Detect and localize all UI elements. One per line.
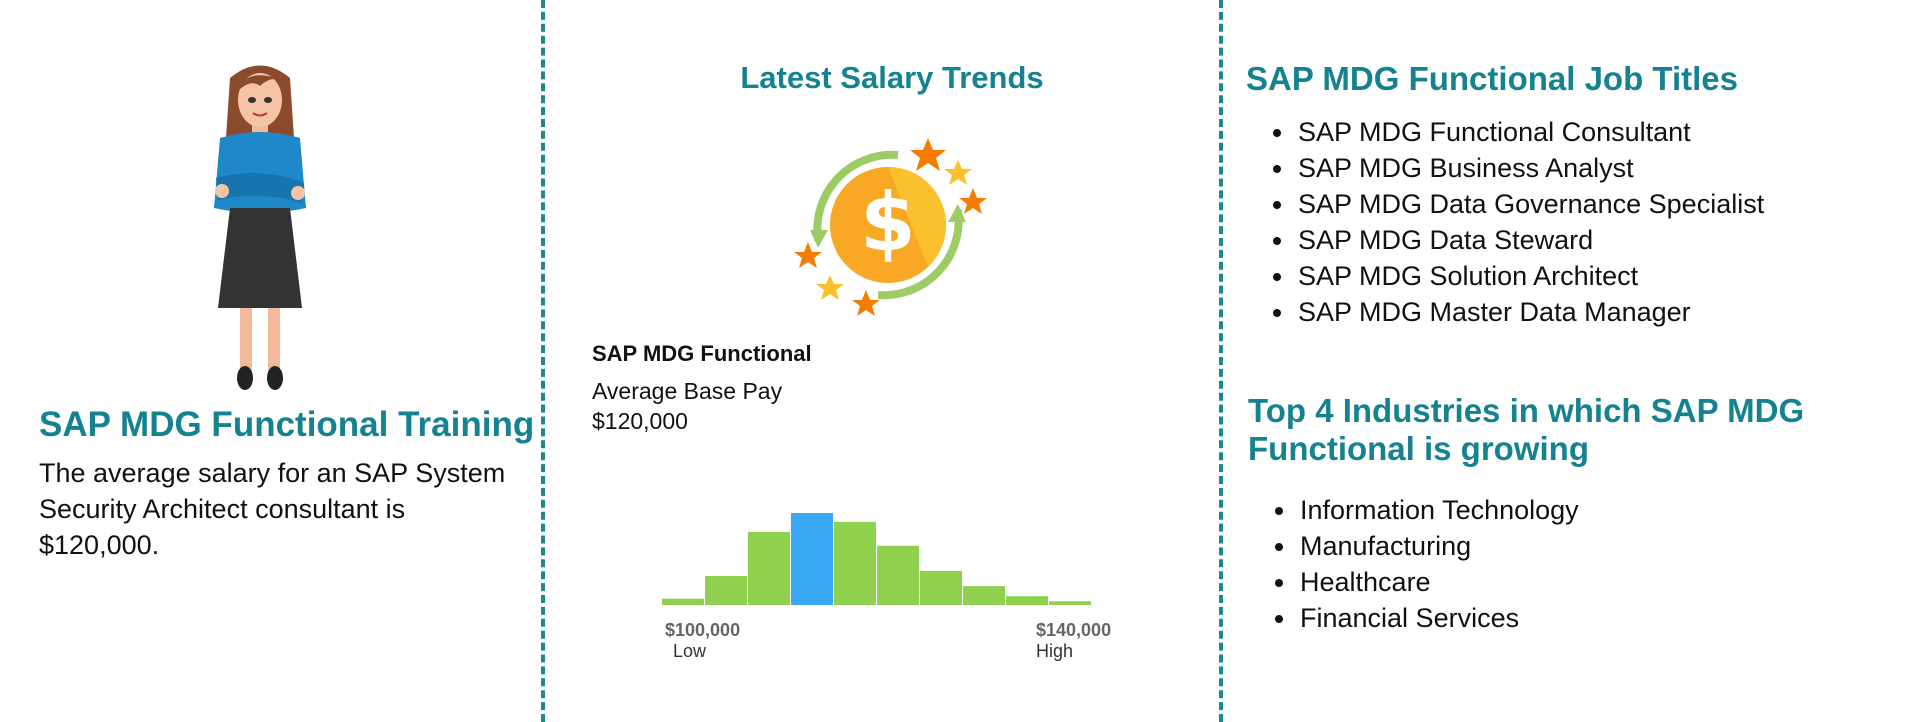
list-item: SAP MDG Functional Consultant xyxy=(1296,114,1764,150)
salary-histogram xyxy=(662,513,1091,605)
salary-title: Latest Salary Trends xyxy=(740,60,1044,95)
list-item: Financial Services xyxy=(1298,600,1579,636)
high-salary-value: $140,000 xyxy=(1036,620,1112,640)
woman-illustration xyxy=(214,65,306,390)
list-item: SAP MDG Data Governance Specialist xyxy=(1296,186,1764,222)
histogram-bar xyxy=(662,598,704,605)
job-titles-heading: SAP MDG Functional Job Titles xyxy=(1246,60,1739,97)
industries-list: Information Technology Manufacturing Hea… xyxy=(1248,492,1579,636)
industries-heading: Top 4 Industries in which SAP MDG Functi… xyxy=(1248,392,1805,467)
histogram-bar xyxy=(748,531,790,605)
list-item: Manufacturing xyxy=(1298,528,1579,564)
list-item: SAP MDG Data Steward xyxy=(1296,222,1764,258)
average-base-pay: Average Base Pay $120,000 xyxy=(592,378,783,434)
training-column: SAP MDG Functional Training The average … xyxy=(0,0,548,722)
list-item: SAP MDG Master Data Manager xyxy=(1296,294,1764,330)
high-salary-label: High xyxy=(1036,641,1074,661)
list-item: Information Technology xyxy=(1298,492,1579,528)
list-item: Healthcare xyxy=(1298,564,1579,600)
histogram-bar xyxy=(963,586,1005,605)
histogram-bar xyxy=(1049,601,1091,605)
dollar-coin-icon: $ xyxy=(794,138,987,316)
histogram-bar xyxy=(877,545,919,605)
histogram-bar xyxy=(920,570,962,605)
divider-left xyxy=(541,0,545,722)
job-label: SAP MDG Functional xyxy=(592,341,812,366)
list-item: SAP MDG Business Analyst xyxy=(1296,150,1764,186)
training-title: SAP MDG Functional Training xyxy=(39,405,535,444)
histogram-bar xyxy=(1006,596,1048,605)
training-description: The average salary for an SAP System Sec… xyxy=(39,458,506,560)
svg-text:$: $ xyxy=(860,176,916,269)
low-salary-value: $100,000 xyxy=(665,620,741,640)
histogram-bar xyxy=(834,521,876,605)
histogram-bar xyxy=(705,576,747,605)
info-column: SAP MDG Functional Job Titles SAP MDG Fu… xyxy=(1242,0,1929,722)
salary-column: Latest Salary Trends $ SAP MDG Functiona… xyxy=(552,0,1232,722)
list-item: SAP MDG Solution Architect xyxy=(1296,258,1764,294)
divider-right xyxy=(1219,0,1223,722)
job-titles-list: SAP MDG Functional Consultant SAP MDG Bu… xyxy=(1246,114,1764,330)
low-salary-label: Low xyxy=(673,641,707,661)
histogram-bar-highlight xyxy=(791,513,833,605)
